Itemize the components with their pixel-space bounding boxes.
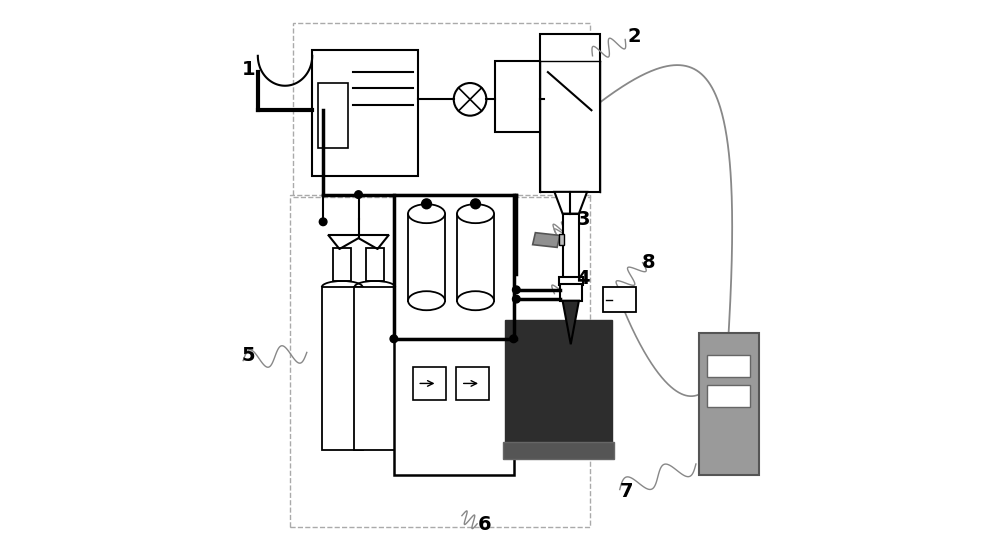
Bar [540,34,600,192]
Circle shape [513,286,520,294]
Bar [456,367,489,400]
Bar [333,248,351,281]
Bar [413,367,446,400]
Bar [312,50,418,176]
Text: 8: 8 [641,253,655,272]
Bar [293,23,590,197]
Bar [290,195,590,527]
Circle shape [319,218,327,225]
Circle shape [355,191,362,199]
Bar [505,320,612,445]
Text: 4: 4 [576,270,590,288]
Circle shape [513,295,520,303]
Bar [560,284,582,301]
Ellipse shape [408,291,445,310]
Text: 5: 5 [241,346,255,365]
Ellipse shape [457,291,494,310]
Bar [354,287,395,450]
Bar [563,214,579,279]
Circle shape [510,335,517,342]
Bar [457,214,494,301]
Polygon shape [563,301,579,344]
Bar [366,248,384,281]
Ellipse shape [457,204,494,223]
Bar [699,333,759,475]
Bar [503,442,614,458]
Bar [707,355,750,377]
Bar [322,287,363,450]
Bar [318,83,348,148]
Bar [408,214,445,301]
Text: 3: 3 [576,210,590,229]
Text: 7: 7 [620,482,633,501]
Circle shape [422,199,431,209]
Circle shape [471,199,480,209]
Text: 1: 1 [241,60,255,79]
Bar [394,195,514,339]
Bar [559,277,583,286]
Polygon shape [554,192,587,214]
Circle shape [390,335,398,342]
Bar [559,234,564,245]
Bar [394,197,514,475]
Text: 6: 6 [478,515,492,534]
Circle shape [454,83,486,115]
Bar [603,287,636,312]
Bar [707,385,750,407]
Text: 2: 2 [628,27,642,46]
Polygon shape [533,232,560,247]
Ellipse shape [408,204,445,223]
Bar [495,61,544,132]
